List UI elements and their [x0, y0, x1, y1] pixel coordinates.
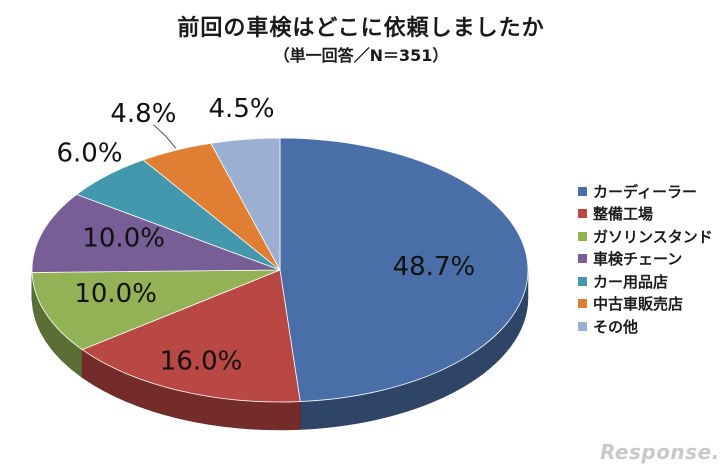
legend-label: 整備工場	[593, 205, 654, 224]
data-label: 10.0%	[82, 223, 165, 253]
legend-label: カー用品店	[593, 272, 669, 291]
legend-label: 中古車販売店	[593, 295, 684, 314]
legend-label: その他	[593, 317, 639, 336]
legend-item-car-dealer: カーディーラー	[578, 180, 713, 203]
pie-slice-2	[31, 269, 281, 351]
pie-slice-6	[210, 137, 281, 271]
legend: カーディーラー 整備工場 ガソリンスタンド 車検チェーン カー用品店 中古車販売…	[578, 180, 713, 338]
chart-title: 前回の車検はどこに依頼しましたか	[177, 16, 545, 41]
legend-swatch	[578, 209, 587, 219]
data-label: 4.5%	[209, 94, 275, 124]
legend-label: カーディーラー	[593, 182, 697, 201]
data-label: 16.0%	[160, 346, 243, 376]
legend-swatch	[578, 254, 587, 264]
pie-slice-3	[31, 193, 281, 273]
legend-swatch	[578, 299, 587, 309]
leader-line	[153, 124, 177, 149]
legend-swatch	[578, 321, 587, 331]
data-label: 10.0%	[74, 279, 157, 309]
legend-label: 車検チェーン	[593, 250, 683, 269]
response-watermark-logo: Response.	[600, 440, 720, 464]
legend-item-inspection-chain: 車検チェーン	[578, 248, 713, 271]
chart-subtitle: （単一回答／N＝351）	[273, 46, 449, 65]
legend-swatch	[578, 231, 587, 241]
data-label: 48.7%	[393, 252, 476, 282]
legend-item-car-parts-store: カー用品店	[578, 270, 713, 293]
legend-swatch	[578, 186, 587, 196]
pie-slice-1	[81, 269, 301, 403]
legend-swatch	[578, 276, 587, 286]
data-label: 6.0%	[57, 138, 123, 168]
legend-item-used-car-dealer: 中古車販売店	[578, 293, 713, 316]
legend-item-other: その他	[578, 315, 713, 338]
data-label: 4.8%	[110, 99, 176, 129]
pie-slice-0	[279, 137, 529, 402]
legend-label: ガソリンスタンド	[593, 227, 713, 246]
legend-item-gas-station: ガソリンスタンド	[578, 225, 713, 248]
legend-item-repair-shop: 整備工場	[578, 203, 713, 226]
